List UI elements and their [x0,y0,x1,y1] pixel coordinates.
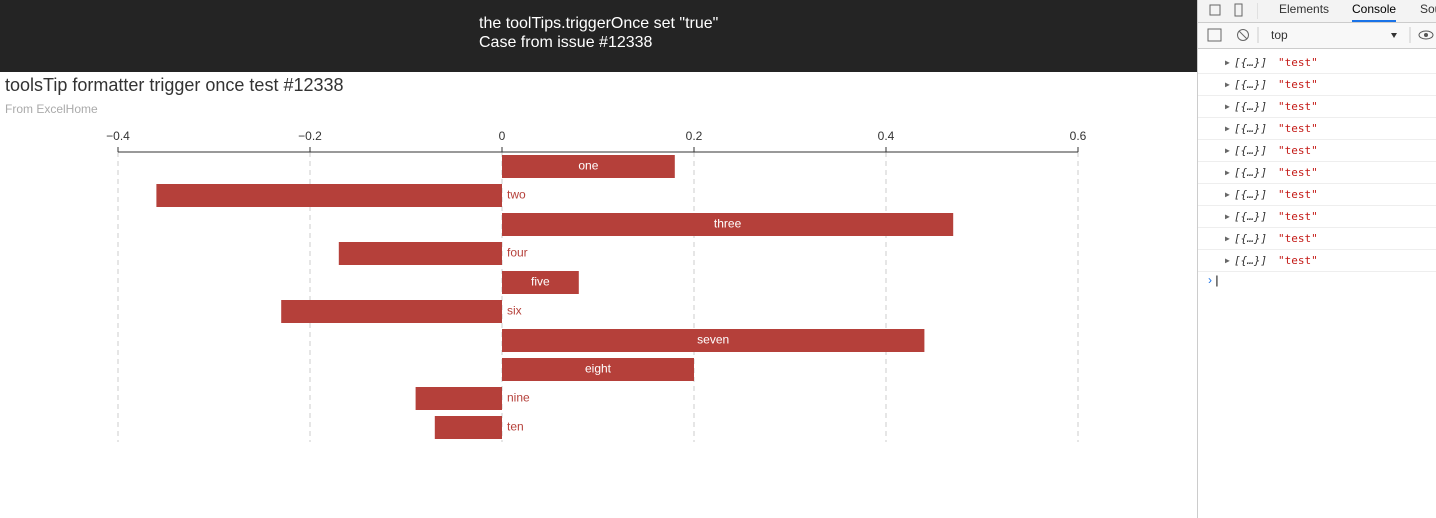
devtools: Elements Console Sou top ▶ [{…}] "test" ▶ [{…}… [1197,0,1436,518]
expand-icon[interactable]: ▶ [1225,212,1230,221]
bar-label: four [507,246,528,260]
log-string: "test" [1278,210,1318,223]
bar-label: nine [507,391,530,405]
console-log[interactable]: ▶ [{…}] "test" [1198,118,1436,140]
bar [415,387,502,410]
console-log[interactable]: ▶ [{…}] "test" [1198,52,1436,74]
bar-label: eight [585,362,612,376]
chart-title: toolsTip formatter trigger once test #12… [5,75,344,95]
bar [502,271,579,294]
bar-label: ten [507,420,524,434]
x-tick-label: −0.2 [298,129,322,143]
log-object: [{…}] [1234,56,1268,69]
header: the toolTips.triggerOnce set "true" Case… [0,0,1197,72]
devtools-tab[interactable]: Sou [1420,2,1436,16]
console-log[interactable]: ▶ [{…}] "test" [1198,228,1436,250]
expand-icon[interactable]: ▶ [1225,102,1230,111]
log-object: [{…}] [1234,188,1268,201]
expand-icon[interactable]: ▶ [1225,146,1230,155]
expand-icon[interactable]: ▶ [1225,190,1230,199]
devtools-tab[interactable]: Console [1352,0,1397,22]
log-string: "test" [1278,254,1318,267]
chart-subtitle: From ExcelHome [5,102,98,116]
log-object: [{…}] [1234,166,1268,179]
bar-label: one [578,159,598,173]
bar [502,213,954,236]
bar [502,358,694,381]
console-prompt[interactable]: › | [1208,273,1219,287]
expand-icon[interactable]: ▶ [1225,168,1230,177]
log-object: [{…}] [1234,254,1268,267]
log-string: "test" [1278,56,1318,69]
console-log[interactable]: ▶ [{…}] "test" [1198,162,1436,184]
console-log[interactable]: ▶ [{…}] "test" [1198,140,1436,162]
console-log[interactable]: ▶ [{…}] "test" [1198,96,1436,118]
bar [502,155,675,178]
bar [434,416,502,439]
expand-icon[interactable]: ▶ [1225,58,1230,67]
x-tick-label: 0.2 [686,129,703,143]
log-string: "test" [1278,100,1318,113]
devtools-tab[interactable]: Elements [1279,2,1330,16]
bar-label: seven [697,333,729,347]
console-log[interactable]: ▶ [{…}] "test" [1198,206,1436,228]
x-tick-label: −0.4 [106,129,130,143]
bar [281,300,502,323]
bar [502,329,925,352]
log-string: "test" [1278,144,1318,157]
x-tick-label: 0 [499,129,506,143]
chart: toolsTip formatter trigger once test #12… [5,75,1087,442]
bar-label: three [714,217,742,231]
log-string: "test" [1278,166,1318,179]
console-log[interactable]: ▶ [{…}] "test" [1198,184,1436,206]
log-string: "test" [1278,78,1318,91]
console-icons [1207,27,1434,43]
expand-icon[interactable]: ▶ [1225,124,1230,133]
expand-icon[interactable]: ▶ [1225,234,1230,243]
log-object: [{…}] [1234,232,1268,245]
bar [156,184,502,207]
devtools-tabs: Elements Console Sou [1198,0,1436,23]
bar-label: two [507,188,526,202]
bar-label: six [507,304,522,318]
bar-label: five [531,275,550,289]
x-tick-label: 0.4 [878,129,895,143]
expand-icon[interactable]: ▶ [1225,256,1230,265]
header-line: Case from issue #12338 [479,34,653,51]
log-string: "test" [1278,232,1318,245]
log-string: "test" [1278,188,1318,201]
console-log[interactable]: ▶ [{…}] "test" [1198,250,1436,272]
devtools-icons [1209,3,1258,19]
bar [338,242,502,265]
context-select[interactable]: top [1271,28,1288,42]
log-string: "test" [1278,122,1318,135]
log-object: [{…}] [1234,144,1268,157]
log-object: [{…}] [1234,122,1268,135]
log-object: [{…}] [1234,210,1268,223]
expand-icon[interactable]: ▶ [1225,80,1230,89]
log-object: [{…}] [1234,78,1268,91]
console-log[interactable]: ▶ [{…}] "test" [1198,74,1436,96]
console-toolbar: top [1198,23,1436,49]
log-object: [{…}] [1234,100,1268,113]
header-line: the toolTips.triggerOnce set "true" [479,15,719,32]
x-tick-label: 0.6 [1070,129,1087,143]
